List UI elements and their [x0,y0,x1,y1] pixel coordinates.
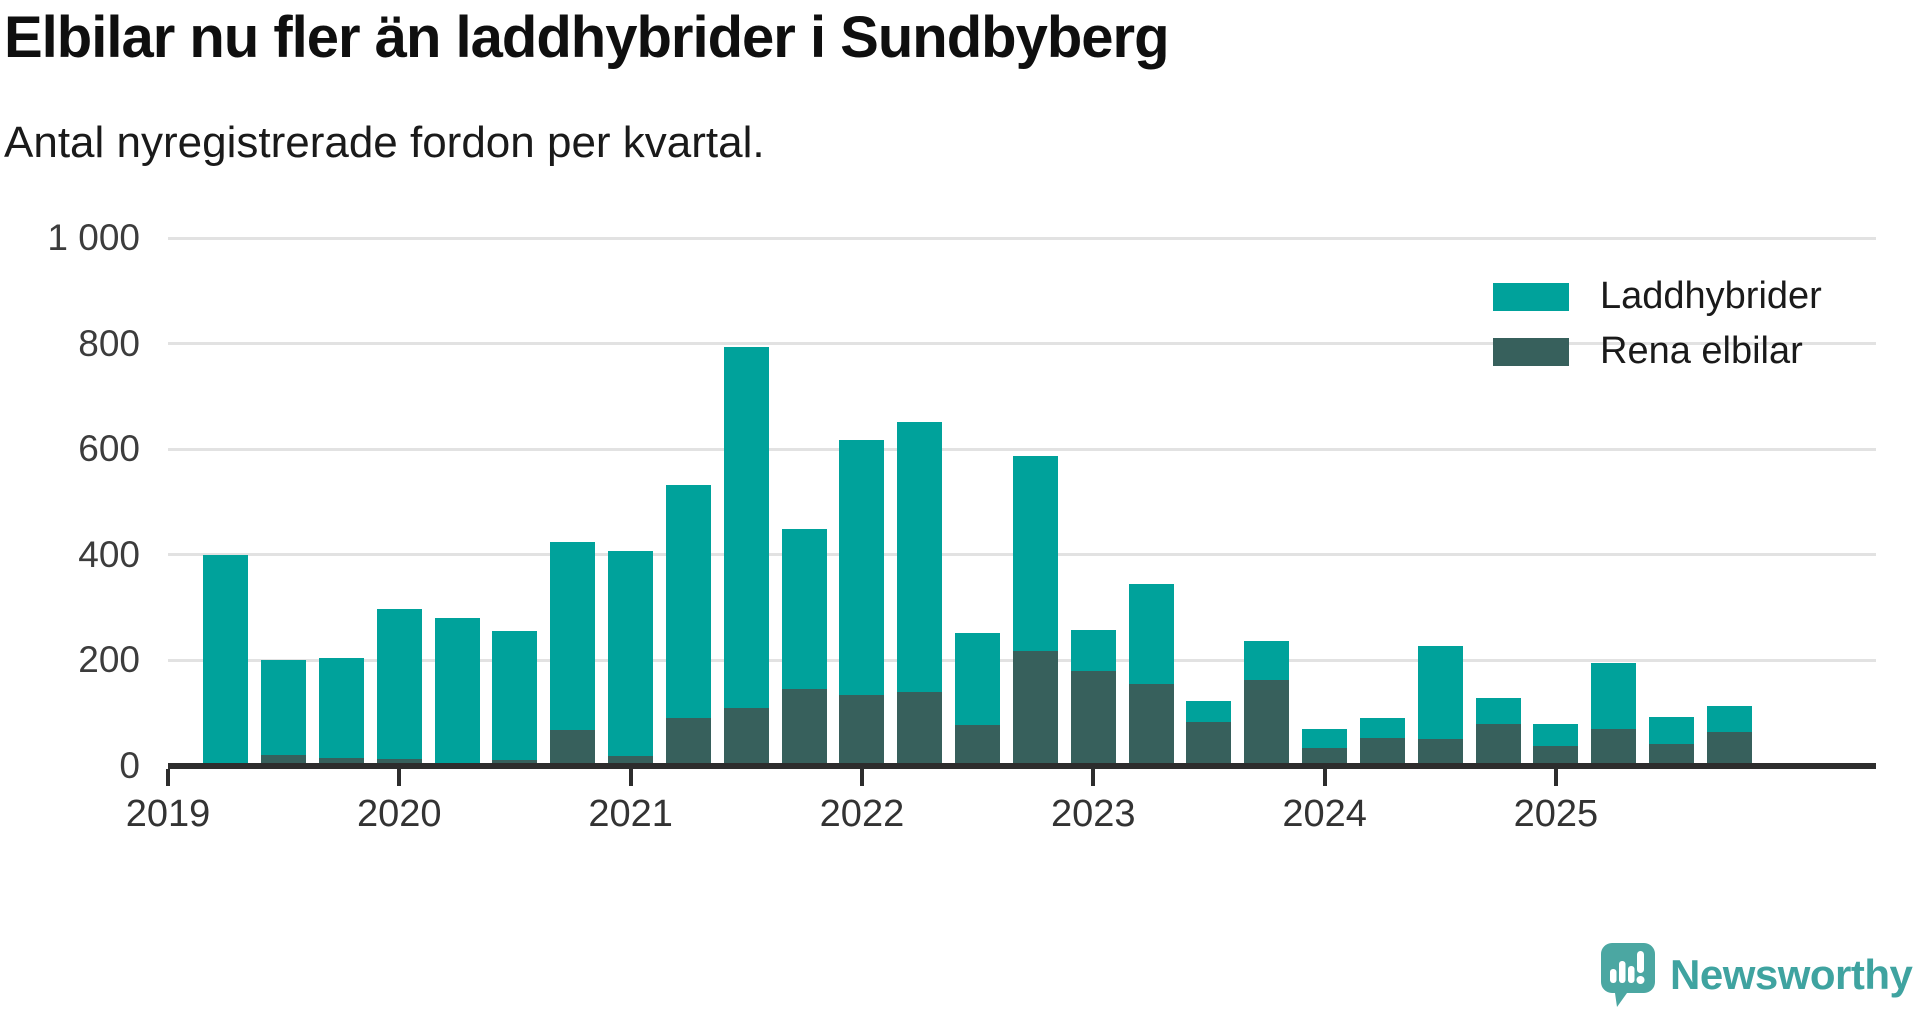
y-axis-label-0: 0 [119,745,140,786]
bar-2021-q2-rena-elbilar [665,718,711,766]
x-axis-label-2022: 2022 [819,793,905,835]
legend-swatch-rena-elbilar [1493,338,1569,366]
chart-title: Elbilar nu fler än laddhybrider i Sundby… [4,5,1170,70]
chart-subtitle: Antal nyregistrerade fordon per kvartal. [4,118,765,167]
y-axis-label-200: 200 [78,639,140,681]
x-axis-label-2024: 2024 [1282,793,1367,835]
x-axis-label-2021: 2021 [588,793,673,835]
x-axis-tick-2021 [628,769,633,786]
bar-2025-q4-rena-elbilar [1706,732,1752,766]
bar-2021-q3-laddhybrider [723,347,769,708]
gridline-600 [168,447,1876,451]
bar-2019-q4-rena-elbilar [318,758,364,766]
bar-2022-q1-laddhybrider [839,439,885,695]
bar-2024-q4-laddhybrider [1475,698,1521,725]
y-axis-label-1000: 1 000 [47,217,140,258]
legend-label-laddhybrider: Laddhybrider [1600,275,1822,317]
bar-2022-q4-rena-elbilar [1012,650,1058,766]
bar-2025-q2-laddhybrider [1591,662,1637,729]
bar-2021-q4-laddhybrider [781,528,827,690]
bar-2019-q3-laddhybrider [261,660,307,756]
bar-2020-q3-laddhybrider [492,630,538,761]
bar-2019-q4-laddhybrider [318,657,364,759]
bar-2022-q1-rena-elbilar [839,694,885,766]
bar-2024-q4-rena-elbilar [1475,724,1521,766]
legend-swatch-laddhybrider [1493,283,1569,311]
bar-2024-q2-rena-elbilar [1359,738,1405,766]
x-axis-tick-2020 [397,769,402,786]
bar-2021-q2-laddhybrider [665,484,711,719]
bar-2024-q3-laddhybrider [1417,645,1463,740]
bar-2025-q3-rena-elbilar [1649,743,1695,766]
x-axis-tick-2024 [1322,769,1327,786]
x-axis-tick-2023 [1091,769,1096,786]
bar-2021-q3-rena-elbilar [723,707,769,766]
x-axis-label-2020: 2020 [357,793,442,835]
bar-2024-q1-laddhybrider [1302,729,1348,749]
x-axis-tick-2019 [166,769,170,786]
bar-2025-q2-rena-elbilar [1591,728,1637,766]
bar-2021-q1-rena-elbilar [608,756,654,766]
gridline-1000 [168,236,1876,240]
y-axis-label-400: 400 [78,533,140,575]
bar-2025-q1-rena-elbilar [1533,745,1579,766]
bar-2021-q4-rena-elbilar [781,689,827,766]
newsworthy-logo: Newsworthy [1600,942,1913,1008]
bar-2023-q1-laddhybrider [1070,629,1116,671]
bar-2025-q1-laddhybrider [1533,724,1579,746]
bar-2022-q2-rena-elbilar [897,692,943,766]
bar-2020-q4-rena-elbilar [550,730,596,766]
bar-2023-q1-rena-elbilar [1070,670,1116,766]
bar-2019-q3-rena-elbilar [261,755,307,766]
bar-2024-q2-laddhybrider [1359,718,1405,738]
bar-2025-q4-laddhybrider [1706,705,1752,733]
bar-2020-q2-laddhybrider [434,618,480,766]
newsworthy-logo-text: Newsworthy [1670,951,1913,998]
bar-2022-q3-laddhybrider [955,632,1001,725]
x-axis-label-2025: 2025 [1513,793,1599,835]
bar-2025-q3-laddhybrider [1649,717,1695,744]
x-axis-label-2019: 2019 [125,793,211,835]
bar-2023-q4-laddhybrider [1244,641,1290,681]
bar-2023-q4-rena-elbilar [1244,680,1290,766]
y-axis-label-600: 600 [78,428,140,470]
bar-2021-q1-laddhybrider [608,550,654,757]
x-axis-label-2023: 2023 [1050,793,1136,835]
bar-2024-q1-rena-elbilar [1302,748,1348,766]
bar-2023-q2-laddhybrider [1128,583,1174,685]
x-axis-tick-2025 [1553,769,1558,786]
bar-2022-q2-laddhybrider [897,421,943,693]
bar-2023-q2-rena-elbilar [1128,684,1174,766]
bar-2022-q3-rena-elbilar [955,724,1001,766]
newsworthy-logo-icon [1601,943,1655,1007]
legend-label-rena-elbilar: Rena elbilar [1600,330,1803,372]
y-axis-label-800: 800 [78,322,140,364]
bar-2022-q4-laddhybrider [1012,455,1058,651]
x-axis-line [168,763,1876,769]
bar-2024-q3-rena-elbilar [1417,739,1463,766]
bar-2020-q1-rena-elbilar [376,759,422,766]
bar-2020-q1-laddhybrider [376,608,422,760]
bar-2023-q3-rena-elbilar [1186,721,1232,766]
bar-2020-q4-laddhybrider [550,541,596,731]
bar-2019-q2-laddhybrider [203,554,249,766]
bar-2023-q3-laddhybrider [1186,701,1232,722]
x-axis-tick-2022 [859,769,864,786]
gridline-800 [168,342,1876,346]
